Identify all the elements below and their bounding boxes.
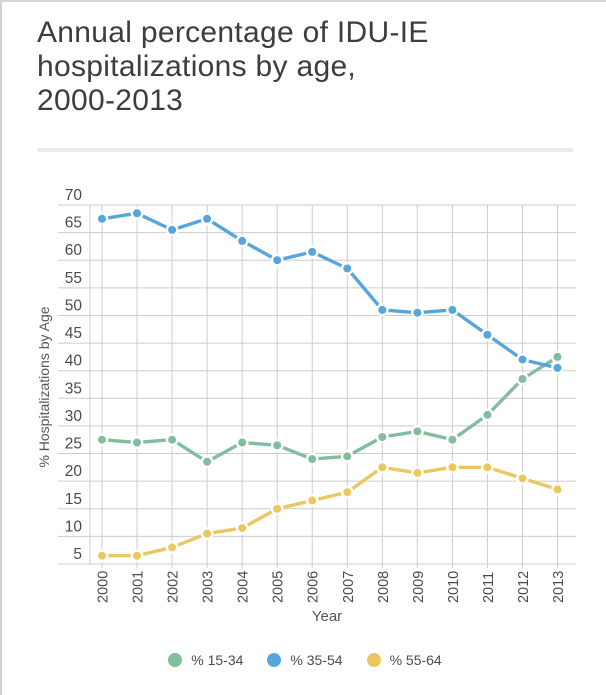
data-point[interactable] xyxy=(305,452,319,466)
y-axis-title: % Hospitalizations by Age xyxy=(36,306,52,468)
data-point[interactable] xyxy=(480,408,494,422)
legend-label-55-64: % 55-64 xyxy=(389,652,442,668)
data-point[interactable] xyxy=(516,471,529,485)
title-divider xyxy=(37,148,573,152)
data-point[interactable] xyxy=(200,455,214,469)
chart-title-line3: 2000-2013 xyxy=(37,84,184,117)
data-point[interactable] xyxy=(130,206,144,220)
data-point[interactable] xyxy=(516,353,529,366)
data-point[interactable] xyxy=(375,303,389,317)
data-point[interactable] xyxy=(551,482,564,496)
x-tick-label: 2001 xyxy=(131,571,147,603)
x-tick-label: 2007 xyxy=(341,571,357,603)
x-tick-label: 2009 xyxy=(411,571,427,603)
data-point[interactable] xyxy=(200,212,214,226)
legend-item-55-64: % 55-64 xyxy=(366,652,442,668)
data-point[interactable] xyxy=(340,449,354,463)
data-point[interactable] xyxy=(95,433,109,447)
x-tick-label: 2010 xyxy=(446,571,462,603)
x-tick-label: 2011 xyxy=(481,572,497,603)
data-point[interactable] xyxy=(410,424,424,438)
line-chart-plot: 5 10 15 20 25 30 35 40 45 50 55 60 65 70 2000 2001 2002 2… xyxy=(58,187,576,603)
data-point[interactable] xyxy=(165,223,179,237)
data-point[interactable] xyxy=(270,253,284,267)
x-tick-label: 2012 xyxy=(516,571,532,603)
legend-label-15-34: % 15-34 xyxy=(191,652,244,668)
data-point[interactable] xyxy=(95,212,109,226)
y-tick-label: 10 xyxy=(65,518,83,535)
series-line-15-34 xyxy=(100,355,560,464)
data-point[interactable] xyxy=(551,361,564,375)
y-tick-label: 35 xyxy=(65,380,82,397)
data-point[interactable] xyxy=(200,527,214,540)
y-tick-label: 25 xyxy=(65,436,82,453)
data-point[interactable] xyxy=(445,433,459,447)
data-point[interactable] xyxy=(375,460,389,474)
data-point[interactable] xyxy=(235,436,249,449)
data-point[interactable] xyxy=(340,262,354,275)
data-point[interactable] xyxy=(410,306,424,320)
chart-title: Annual percentage of IDU-IE hospitalizat… xyxy=(37,16,597,118)
legend-item-15-34: % 15-34 xyxy=(168,652,243,668)
legend: % 15-34 % 35-54 % 55-64 xyxy=(2,652,606,668)
data-point[interactable] xyxy=(165,541,179,554)
legend-label-35-54: % 35-54 xyxy=(290,652,343,668)
y-tick-label: 5 xyxy=(73,546,82,563)
data-point[interactable] xyxy=(95,549,109,563)
legend-item-35-54: % 35-54 xyxy=(267,652,343,668)
data-point[interactable] xyxy=(305,245,319,259)
series-line-35-54 xyxy=(100,211,560,370)
chart-title-line1: Annual percentage of IDU-IE xyxy=(37,16,429,49)
x-tick-label: 2004 xyxy=(236,571,252,603)
y-tick-label: 20 xyxy=(65,463,83,480)
x-axis-title: Year xyxy=(311,608,343,625)
data-point[interactable] xyxy=(270,502,284,516)
y-tick-label: 65 xyxy=(65,215,82,232)
x-tick-label: 2003 xyxy=(201,571,217,603)
data-point[interactable] xyxy=(516,372,529,386)
data-point[interactable] xyxy=(270,438,284,452)
data-point[interactable] xyxy=(340,485,354,499)
x-tick-label: 2002 xyxy=(166,571,182,603)
legend-dot-15-34 xyxy=(168,653,183,667)
data-point[interactable] xyxy=(551,350,564,364)
data-point[interactable] xyxy=(165,433,179,447)
data-point[interactable] xyxy=(445,303,459,317)
x-tick-label: 2000 xyxy=(96,571,112,603)
x-tick-label: 2008 xyxy=(376,571,392,603)
legend-dot-55-64 xyxy=(366,653,381,667)
data-point[interactable] xyxy=(480,460,494,474)
data-point[interactable] xyxy=(480,328,494,342)
y-tick-label: 60 xyxy=(65,242,83,259)
legend-dot-35-54 xyxy=(267,653,282,667)
data-point[interactable] xyxy=(235,521,249,535)
y-tick-label: 40 xyxy=(65,353,83,370)
data-point[interactable] xyxy=(410,466,424,480)
data-point[interactable] xyxy=(130,436,144,449)
data-point[interactable] xyxy=(445,460,459,474)
x-tick-label: 2006 xyxy=(306,571,322,603)
y-tick-label: 15 xyxy=(65,491,82,508)
data-point[interactable] xyxy=(375,430,389,444)
x-tick-label: 2013 xyxy=(551,571,567,603)
data-point[interactable] xyxy=(235,234,249,248)
y-tick-label: 55 xyxy=(65,270,82,287)
x-tick-label: 2005 xyxy=(271,571,287,603)
data-point[interactable] xyxy=(305,494,319,507)
y-tick-label: 70 xyxy=(65,187,83,204)
data-point[interactable] xyxy=(130,549,144,563)
y-tick-label: 45 xyxy=(65,325,82,342)
y-tick-label: 30 xyxy=(65,408,83,425)
y-tick-label: 50 xyxy=(65,297,83,314)
chart-title-line2: hospitalizations by age, xyxy=(37,50,357,83)
